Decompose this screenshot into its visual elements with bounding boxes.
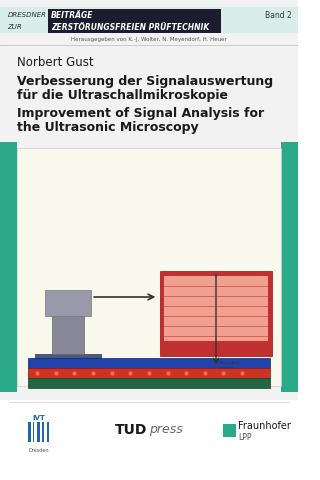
Bar: [36, 354, 100, 368]
Text: BEITRÄGE: BEITRÄGE: [51, 11, 94, 20]
Text: TUD: TUD: [115, 423, 147, 437]
Text: Fraunhofer: Fraunhofer: [238, 421, 291, 431]
Bar: [28, 378, 270, 388]
Bar: [52, 316, 84, 354]
Bar: [45, 290, 91, 316]
Bar: [17, 148, 281, 386]
Bar: [0, 7, 298, 33]
Bar: [160, 271, 272, 356]
Text: Ultraschall-
wandler: Ultraschall- wandler: [219, 361, 241, 370]
Bar: [0, 0, 298, 405]
Text: press: press: [149, 423, 183, 436]
Bar: [46, 422, 49, 442]
Bar: [33, 422, 35, 442]
Bar: [0, 142, 17, 392]
Bar: [48, 9, 221, 21]
Text: Verbesserung der Signalauswertung: Verbesserung der Signalauswertung: [17, 75, 273, 88]
Bar: [164, 276, 268, 341]
Text: für die Ultraschallmikroskopie: für die Ultraschallmikroskopie: [17, 89, 228, 103]
Text: Dresden: Dresden: [29, 447, 49, 453]
Bar: [281, 142, 298, 392]
Text: DRESDNER: DRESDNER: [7, 12, 46, 18]
Text: Norbert Gust: Norbert Gust: [17, 56, 93, 69]
Bar: [48, 21, 221, 33]
Bar: [28, 368, 270, 378]
Bar: [223, 424, 236, 437]
Text: Band 2: Band 2: [265, 11, 292, 20]
Bar: [28, 422, 31, 442]
Text: Improvement of Signal Analysis for: Improvement of Signal Analysis for: [17, 108, 264, 120]
Bar: [28, 358, 270, 368]
Text: ZERSTÖRUNGSFREIEN PRÜFTECHNIK: ZERSTÖRUNGSFREIEN PRÜFTECHNIK: [51, 23, 210, 32]
Text: IVT: IVT: [33, 415, 45, 421]
Bar: [37, 422, 40, 442]
Text: Herausgegeben von K.-J. Wolter, N. Meyendorf, H. Heuer: Herausgegeben von K.-J. Wolter, N. Meyen…: [71, 37, 227, 43]
Text: ZUR: ZUR: [7, 24, 22, 30]
Text: the Ultrasonic Microscopy: the Ultrasonic Microscopy: [17, 121, 198, 134]
Bar: [0, 400, 298, 480]
Bar: [42, 422, 44, 442]
Text: LPP: LPP: [238, 432, 252, 442]
